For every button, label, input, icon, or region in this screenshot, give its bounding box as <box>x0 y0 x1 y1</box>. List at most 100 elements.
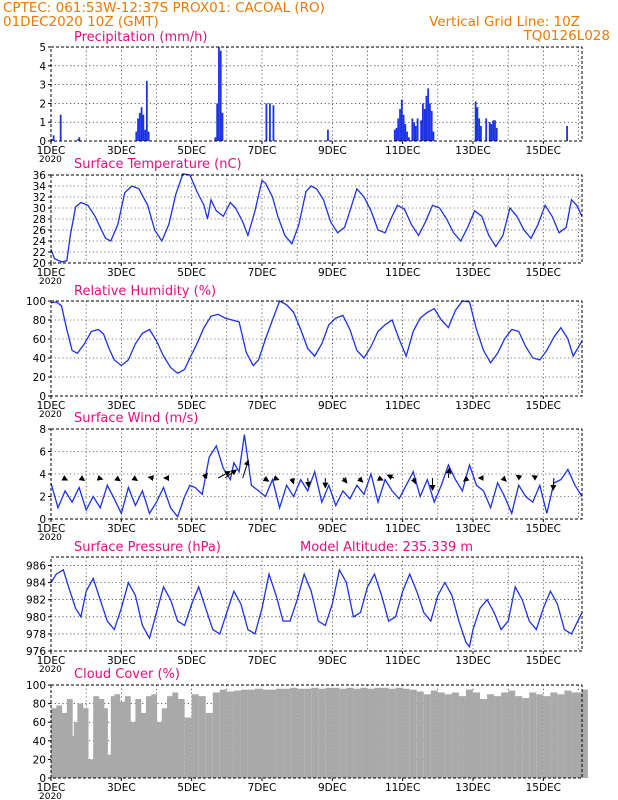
wind-xtick-label: 5DEC <box>177 523 206 535</box>
precip-bar <box>478 118 481 141</box>
cloud-bar <box>156 722 163 778</box>
cloud-bar <box>261 689 270 778</box>
precip-year-label: 2020 <box>39 155 62 165</box>
cloud-bar <box>87 759 94 778</box>
model-id: TQ0126L028 <box>523 28 610 44</box>
cloud-bar <box>114 694 121 778</box>
cloud-bar <box>98 698 105 778</box>
cloud-bar <box>233 690 241 778</box>
humidity-xtick-label: 1DEC <box>37 400 66 412</box>
cloud-bar <box>283 688 291 778</box>
pressure-xtick-label: 5DEC <box>177 655 206 667</box>
cloud-bar <box>437 692 445 778</box>
pressure-xtick-label: 11DEC <box>385 655 420 667</box>
temperature-xtick-label: 11DEC <box>385 267 420 279</box>
cloud-bar <box>395 687 403 778</box>
cloud-xtick-label: 5DEC <box>177 782 206 794</box>
cloud-bar <box>550 692 558 778</box>
wind-vector <box>410 477 417 485</box>
cloud-bar <box>219 689 227 778</box>
wind-vector <box>500 475 507 482</box>
cloud-frame <box>50 684 583 779</box>
humidity-frame <box>50 300 583 397</box>
cloud-bar <box>325 687 333 778</box>
precip-ytick-label: 3 <box>39 80 46 92</box>
temperature-frame <box>50 174 583 264</box>
cloud-bar <box>254 688 262 778</box>
cloud-xtick-label: 13DEC <box>455 782 490 794</box>
wind-xtick-label: 13DEC <box>455 523 490 535</box>
precip-bar <box>218 47 220 141</box>
precip-bar <box>269 103 271 141</box>
cloud-bar <box>480 698 488 778</box>
cloud-bar <box>582 689 588 778</box>
pressure-line <box>50 567 583 649</box>
cloud-bar <box>451 692 459 778</box>
wind-vector <box>305 477 312 488</box>
cloud-ytick-label: 0 <box>39 773 46 785</box>
cloud-bar <box>409 689 417 778</box>
precip-bar <box>135 131 138 141</box>
cloud-bar <box>381 687 389 778</box>
cloud-bar <box>444 694 452 778</box>
precip-bar <box>429 103 431 141</box>
wind-ytick-label: 2 <box>39 492 46 504</box>
humidity-ytick-label: 80 <box>33 315 46 327</box>
precip-bar <box>411 118 414 141</box>
cloud-bar <box>212 692 220 778</box>
precip-bar <box>490 124 493 141</box>
pressure-ytick-label: 978 <box>26 629 46 641</box>
cloud-bar <box>184 717 192 778</box>
precip-bar <box>407 137 410 141</box>
cloud-bar <box>247 689 255 778</box>
cloud-xtick-label: 7DEC <box>248 782 277 794</box>
temperature-title: Surface Temperature (nC) <box>74 157 242 172</box>
pressure-year-label: 2020 <box>39 665 62 675</box>
precip-xtick-label: 7DEC <box>248 145 277 157</box>
cloud-bar <box>515 696 523 778</box>
precip-bar <box>474 101 477 141</box>
wind-vector <box>445 467 452 479</box>
temperature-xtick-label: 15DEC <box>526 267 561 279</box>
cloud-bar <box>304 688 312 778</box>
wind-vector <box>114 475 121 482</box>
precip-bar <box>144 129 146 141</box>
precip-bar <box>406 131 408 141</box>
precip-panel: 0 1 2 3 4 5 1DEC 3DEC 5DEC 7DEC 9DEC 11DEC 13DEC 15DE… <box>37 30 583 165</box>
pressure-ytick-label: 982 <box>26 595 46 607</box>
cloud-bar <box>77 703 84 778</box>
precip-bar <box>147 131 150 141</box>
precip-bar <box>399 109 401 141</box>
cloud-ytick-label: 20 <box>33 754 46 766</box>
model-altitude-note: Model Altitude: 235.339 m <box>300 540 473 555</box>
precip-bar <box>327 129 329 141</box>
cloud-bar <box>416 691 424 778</box>
cloud-title: Cloud Cover (%) <box>74 667 180 682</box>
humidity-title: Relative Humidity (%) <box>74 284 216 299</box>
cloud-bar <box>465 689 473 778</box>
cloud-bar <box>543 696 551 778</box>
cloud-bar <box>297 688 305 778</box>
temperature-xtick-label: 7DEC <box>248 267 277 279</box>
precip-bar <box>145 80 148 141</box>
cloud-bar <box>119 701 126 778</box>
precip-bar <box>414 125 417 141</box>
cloud-bar <box>101 708 108 778</box>
temperature-ytick-label: 24 <box>33 236 47 248</box>
cloud-bar <box>177 698 185 778</box>
cloud-bar <box>318 688 326 778</box>
cloud-bar <box>529 692 537 778</box>
precip-xtick-label: 15DEC <box>526 145 561 157</box>
cloud-xtick-label: 9DEC <box>318 782 347 794</box>
temperature-ytick-label: 32 <box>33 192 46 204</box>
cloud-bar <box>82 708 89 778</box>
precip-ytick-label: 4 <box>39 61 46 73</box>
cloud-bar <box>360 687 368 778</box>
precip-bar <box>400 99 403 141</box>
wind-xtick-label: 3DEC <box>107 523 136 535</box>
temperature-ytick-label: 30 <box>33 203 46 215</box>
humidity-xtick-label: 7DEC <box>248 400 277 412</box>
cloud-bar <box>402 688 410 778</box>
precip-bar <box>137 118 139 141</box>
